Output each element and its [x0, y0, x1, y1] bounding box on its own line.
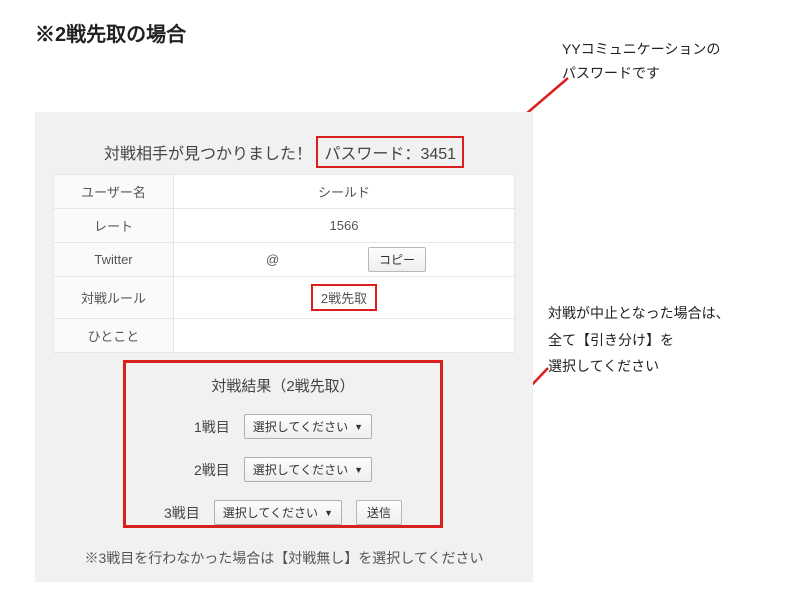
password-label: パスワード： [324, 146, 420, 163]
chevron-down-icon: ▼ [324, 508, 333, 518]
value-twitter-cell: @ コピー [174, 243, 515, 277]
opponent-found-line: 対戦相手が見つかりました！ パスワード：3451 [35, 136, 533, 168]
copy-button[interactable]: コピー [368, 247, 426, 272]
value-username: シールド [174, 175, 515, 209]
opponent-info-table: ユーザー名 シールド レート 1566 Twitter @ コピー 対戦ルール … [53, 174, 515, 353]
page-title: ※2戦先取の場合 [35, 18, 186, 47]
table-row: Twitter @ コピー [54, 243, 515, 277]
annotation-cancel-line3: 選択してください [548, 358, 659, 374]
table-row: 対戦ルール 2戦先取 [54, 277, 515, 319]
chevron-down-icon: ▼ [354, 465, 363, 475]
value-rule-cell: 2戦先取 [174, 277, 515, 319]
result-row-3-label: 3戦目 [164, 503, 200, 523]
annotation-cancel-line2: 全て【引き分け】を [548, 332, 674, 348]
annotation-cancel-line1: 対戦が中止となった場合は、 [548, 305, 730, 321]
result-select-1[interactable]: 選択してください ▼ [244, 414, 372, 439]
match-panel: 対戦相手が見つかりました！ パスワード：3451 ユーザー名 シールド レート … [35, 112, 533, 582]
result-select-3[interactable]: 選択してください ▼ [214, 500, 342, 525]
password-value: 3451 [420, 146, 456, 163]
chevron-down-icon: ▼ [354, 422, 363, 432]
result-select-1-placeholder: 選択してください [253, 418, 348, 435]
result-row-2: 2戦目 選択してください ▼ [126, 457, 440, 482]
label-twitter: Twitter [54, 243, 174, 277]
password-box: パスワード：3451 [316, 136, 464, 168]
result-title: 対戦結果（2戦先取） [126, 375, 440, 396]
footnote: ※3戦目を行わなかった場合は【対戦無し】を選択してください [35, 548, 533, 568]
label-username: ユーザー名 [54, 175, 174, 209]
result-select-3-placeholder: 選択してください [223, 504, 318, 521]
label-rate: レート [54, 209, 174, 243]
table-row: ユーザー名 シールド [54, 175, 515, 209]
result-select-2-placeholder: 選択してください [253, 461, 348, 478]
result-box: 対戦結果（2戦先取） 1戦目 選択してください ▼ 2戦目 選択してください ▼… [123, 360, 443, 528]
annotation-password-line2: パスワードです [562, 65, 660, 81]
table-row: レート 1566 [54, 209, 515, 243]
table-row: ひとこと [54, 319, 515, 353]
result-row-1: 1戦目 選択してください ▼ [126, 414, 440, 439]
result-select-2[interactable]: 選択してください ▼ [244, 457, 372, 482]
annotation-password-line1: YYコミュニケーションの [562, 41, 720, 57]
label-comment: ひとこと [54, 319, 174, 353]
result-row-1-label: 1戦目 [194, 417, 230, 437]
annotation-cancel: 対戦が中止となった場合は、 全て【引き分け】を 選択してください [548, 300, 730, 380]
submit-button[interactable]: 送信 [356, 500, 402, 525]
label-rule: 対戦ルール [54, 277, 174, 319]
result-row-3: 3戦目 選択してください ▼ 送信 [126, 500, 440, 525]
result-row-2-label: 2戦目 [194, 460, 230, 480]
value-comment [174, 319, 515, 353]
value-rate: 1566 [174, 209, 515, 243]
twitter-handle: @ [262, 249, 362, 271]
rule-highlight-box: 2戦先取 [311, 284, 377, 311]
opponent-found-prefix: 対戦相手が見つかりました！ [104, 146, 312, 163]
annotation-password: YYコミュニケーションの パスワードです [562, 38, 720, 86]
